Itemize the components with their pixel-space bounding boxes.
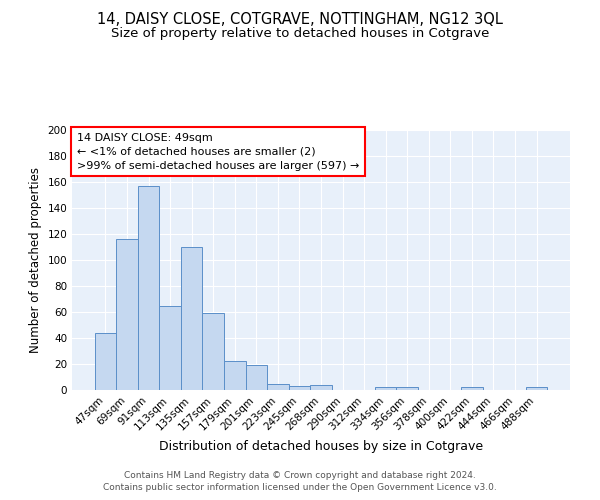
Text: 14 DAISY CLOSE: 49sqm
← <1% of detached houses are smaller (2)
>99% of semi-deta: 14 DAISY CLOSE: 49sqm ← <1% of detached … <box>77 132 359 170</box>
Bar <box>461 388 482 390</box>
Bar <box>95 333 116 390</box>
Text: Size of property relative to detached houses in Cotgrave: Size of property relative to detached ho… <box>111 28 489 40</box>
Bar <box>202 314 224 390</box>
Text: 14, DAISY CLOSE, COTGRAVE, NOTTINGHAM, NG12 3QL: 14, DAISY CLOSE, COTGRAVE, NOTTINGHAM, N… <box>97 12 503 28</box>
Bar <box>310 385 332 390</box>
Bar <box>160 306 181 390</box>
Bar <box>526 388 547 390</box>
Bar <box>138 186 160 390</box>
Bar <box>181 247 202 390</box>
Bar <box>116 239 138 390</box>
Bar <box>267 384 289 390</box>
Bar <box>397 388 418 390</box>
Bar <box>224 362 245 390</box>
Bar <box>245 366 267 390</box>
Bar <box>375 388 397 390</box>
Text: Contains HM Land Registry data © Crown copyright and database right 2024.
Contai: Contains HM Land Registry data © Crown c… <box>103 471 497 492</box>
X-axis label: Distribution of detached houses by size in Cotgrave: Distribution of detached houses by size … <box>159 440 483 453</box>
Y-axis label: Number of detached properties: Number of detached properties <box>29 167 42 353</box>
Bar <box>289 386 310 390</box>
